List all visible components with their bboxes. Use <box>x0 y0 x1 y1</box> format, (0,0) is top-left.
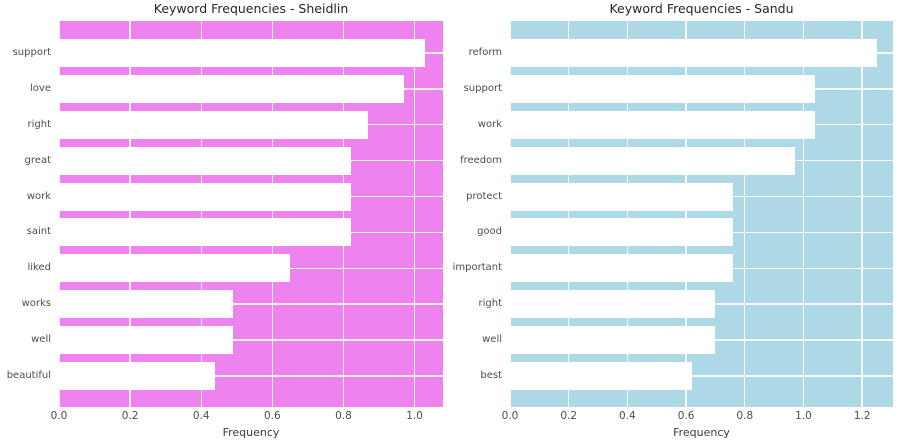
bar-reform <box>510 39 877 67</box>
vertical-gridline <box>802 21 805 407</box>
plot-area <box>58 21 443 407</box>
y-tick-label: freedom <box>460 154 502 166</box>
x-tick-label: 0.0 <box>50 410 68 422</box>
bar-row-reform <box>510 39 893 67</box>
plot-area <box>509 21 893 407</box>
y-tick-label: right <box>27 118 52 130</box>
x-tick-label: 0.2 <box>121 410 139 422</box>
x-tick-label: 1.0 <box>406 410 423 422</box>
bar-row-saint <box>59 218 443 247</box>
x-tick-label: 0.8 <box>736 410 754 422</box>
bar-row-support <box>510 74 893 103</box>
bar-row-right <box>510 290 893 319</box>
y-tick-label: well <box>31 334 51 345</box>
bar-row-liked <box>59 254 443 283</box>
vertical-gridline <box>861 21 863 407</box>
x-tick-label: 0.4 <box>619 410 636 422</box>
bar-works <box>59 290 234 319</box>
bar-freedom <box>510 146 795 175</box>
vertical-gridline <box>685 21 687 407</box>
y-tick-label: support <box>463 82 502 94</box>
x-tick-label: 0.4 <box>192 410 210 422</box>
bar-saint <box>59 218 351 247</box>
bar-row-great <box>59 146 443 175</box>
bar-row-support <box>59 39 443 67</box>
bar-row-protect <box>510 182 893 211</box>
bar-row-beautiful <box>59 361 443 390</box>
bar-work <box>59 182 351 211</box>
vertical-gridline <box>342 21 345 407</box>
x-tick-label: 0.6 <box>677 410 695 422</box>
y-tick-label: saint <box>26 226 51 238</box>
bar-right <box>59 110 369 139</box>
bar-beautiful <box>59 361 216 390</box>
y-tick-label: reform <box>468 47 502 58</box>
bar-important <box>510 254 734 283</box>
x-tick-label: 0.8 <box>335 410 352 422</box>
y-tick-label: right <box>478 298 503 310</box>
chart-title: Keyword Frequencies - Sandu <box>609 1 794 16</box>
chart-sheidlin: Keyword Frequencies - Sheidlin support lo… <box>7 0 443 447</box>
bar-well <box>59 326 234 354</box>
y-tick-label: support <box>12 47 51 58</box>
bar-row-work <box>510 110 893 139</box>
y-axis-labels: support love right great work saint liked works… <box>0 21 59 407</box>
x-tick-label: 0.2 <box>560 410 578 422</box>
bar-row-work <box>59 182 443 211</box>
vertical-gridline <box>568 21 570 407</box>
y-tick-label: important <box>452 262 502 274</box>
y-tick-label: works <box>21 298 51 310</box>
y-tick-label: work <box>477 118 502 130</box>
x-axis-label: Frequency <box>222 426 280 439</box>
bar-row-good <box>510 218 893 247</box>
vertical-gridline <box>58 21 60 407</box>
bar-row-well <box>510 326 893 354</box>
bar-work <box>510 110 816 139</box>
y-tick-label: liked <box>27 262 52 274</box>
bar-row-love <box>59 74 443 103</box>
x-tick-label: 0.6 <box>263 410 281 422</box>
bar-well <box>510 326 716 354</box>
bar-row-right <box>59 110 443 139</box>
y-tick-label: good <box>477 226 502 238</box>
vertical-gridline <box>509 21 511 407</box>
y-tick-label: love <box>30 82 51 94</box>
vertical-gridline <box>271 21 274 407</box>
bar-right <box>510 290 716 319</box>
y-tick-label: best <box>480 369 502 381</box>
x-axis-ticks: 0.0 0.2 0.4 0.6 0.8 1.0 <box>51 410 443 424</box>
x-tick-label: 1.0 <box>795 410 812 422</box>
vertical-gridline <box>129 21 131 407</box>
y-tick-label: beautiful <box>6 369 51 381</box>
bar-support <box>510 74 816 103</box>
vertical-gridline <box>413 21 416 407</box>
x-tick-label: 0.0 <box>501 410 519 422</box>
bar-best <box>510 361 692 390</box>
y-tick-label: great <box>24 154 51 166</box>
bar-love <box>59 74 404 103</box>
chart-sandu: Keyword Frequencies - Sandu reform suppor… <box>453 0 893 447</box>
vertical-gridline <box>626 21 629 407</box>
bar-row-important <box>510 254 893 283</box>
y-tick-label: work <box>26 190 51 202</box>
x-tick-label: 1.2 <box>853 410 871 422</box>
x-axis-label: Frequency <box>673 426 730 439</box>
bar-row-works <box>59 290 443 319</box>
bar-protect <box>510 182 734 211</box>
bar-liked <box>59 254 291 283</box>
bar-row-freedom <box>510 146 893 175</box>
bar-great <box>59 146 351 175</box>
bar-support <box>59 39 426 67</box>
bar-good <box>510 218 734 247</box>
vertical-gridline <box>200 21 202 407</box>
bar-row-well <box>59 326 443 354</box>
bar-row-best <box>510 361 893 390</box>
chart-title: Keyword Frequencies - Sheidlin <box>153 1 349 16</box>
y-tick-label: protect <box>466 190 502 202</box>
y-tick-label: well <box>482 334 502 345</box>
x-axis-ticks: 0.0 0.2 0.4 0.6 0.8 1.0 1.2 <box>502 410 893 424</box>
y-axis-labels: reform support work freedom protect good impor… <box>420 21 510 407</box>
vertical-gridline <box>744 21 746 407</box>
